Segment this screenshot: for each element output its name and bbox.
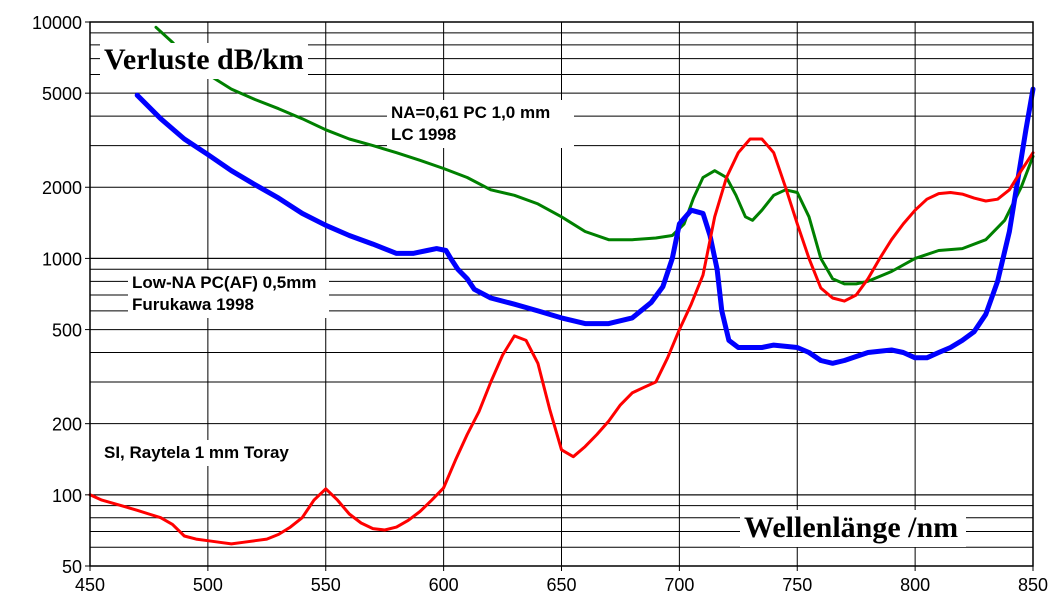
annotation-lc: NA=0,61 PC 1,0 mm LC 1998 (387, 100, 575, 148)
annotation-furukawa-line2: Furukawa 1998 (132, 295, 254, 314)
y-tick-label: 2000 (42, 178, 82, 198)
annotation-toray-line1: SI, Raytela 1 mm Toray (104, 443, 289, 462)
x-tick-labels: 450 500 550 600 650 700 750 800 850 (75, 566, 1048, 595)
y-tick-label: 500 (52, 321, 82, 341)
y-tick-label: 100 (52, 486, 82, 506)
y-tick-label: 5000 (42, 84, 82, 104)
annotation-toray: SI, Raytela 1 mm Toray (100, 440, 295, 466)
x-tick-label: 750 (782, 575, 812, 595)
x-tick-label: 800 (900, 575, 930, 595)
x-tick-label: 650 (546, 575, 576, 595)
y-tick-labels: 50 100 200 500 1000 2000 5000 10000 (32, 13, 90, 577)
annotation-lc-line2: LC 1998 (391, 125, 457, 144)
annotation-furukawa-line1: Low-NA PC(AF) 0,5mm (132, 273, 317, 292)
x-tick-label: 450 (75, 575, 105, 595)
series-lines (88, 25, 1036, 546)
x-tick-label: 500 (193, 575, 223, 595)
annotation-lc-line1: NA=0,61 PC 1,0 mm (391, 103, 551, 122)
series-line-red (88, 137, 1035, 546)
y-tick-label: 200 (52, 415, 82, 435)
y-axis-label: Verluste dB/km (100, 43, 308, 79)
series-line-blue (134, 86, 1036, 366)
y-tick-label: 50 (62, 557, 82, 577)
x-tick-label: 550 (311, 575, 341, 595)
y-tick-label: 1000 (42, 249, 82, 269)
x-tick-label: 700 (664, 575, 694, 595)
x-tick-label: 600 (429, 575, 459, 595)
y-tick-label: 10000 (32, 13, 82, 33)
x-axis-label: Wellenlänge /nm (740, 510, 967, 547)
annotation-furukawa: Low-NA PC(AF) 0,5mm Furukawa 1998 (128, 270, 329, 318)
x-tick-label: 850 (1018, 575, 1048, 595)
